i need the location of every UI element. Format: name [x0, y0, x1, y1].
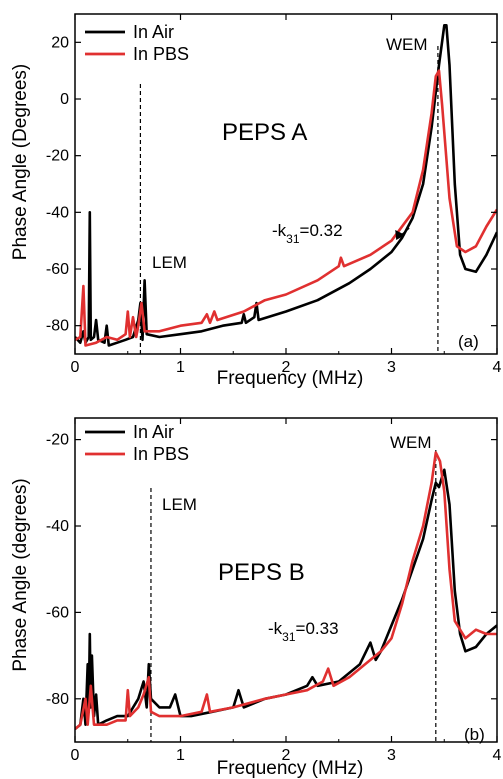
legend-label: In PBS	[133, 44, 189, 64]
y-tick-label: -20	[46, 148, 69, 165]
lem-label: LEM	[162, 495, 197, 514]
series-line-in-air	[75, 24, 497, 347]
y-tick-label: -80	[46, 691, 69, 708]
chart-panel-a: Phase Angle (Degrees) Frequency (MHz) PE…	[10, 13, 502, 389]
x-tick-label: 0	[71, 747, 80, 764]
k31-annotation: -k31=0.33	[268, 619, 339, 644]
plot-frame	[74, 13, 498, 355]
series-line-in-air	[75, 468, 497, 731]
legend-label: In Air	[133, 422, 174, 442]
y-tick-label: 0	[60, 91, 69, 108]
x-tick-label: 4	[493, 747, 502, 764]
k31-arrowhead	[395, 230, 406, 240]
y-axis-label: Phase Angle (Degrees)	[10, 64, 31, 260]
y-axis-label: Phase Angle (degrees)	[10, 478, 31, 671]
chart-title: PEPS B	[218, 559, 305, 586]
k31-annotation: -k31=0.32	[272, 221, 343, 246]
x-tick-label: 0	[71, 359, 80, 376]
x-axis-label: Frequency (MHz)	[217, 368, 364, 389]
x-tick-label: 1	[176, 747, 185, 764]
x-tick-label: 1	[176, 359, 185, 376]
chart-panel-b: Phase Angle (degrees) Frequency (MHz) PE…	[10, 417, 502, 779]
legend-label: In PBS	[133, 444, 189, 464]
panel-tag: (b)	[464, 725, 485, 744]
wem-label: WEM	[390, 433, 432, 452]
x-axis-label: Frequency (MHz)	[217, 758, 364, 779]
wem-label: WEM	[386, 35, 428, 54]
x-tick-label: 4	[493, 359, 502, 376]
y-tick-label: -60	[46, 604, 69, 621]
x-tick-label: 3	[387, 359, 396, 376]
y-tick-label: -80	[46, 318, 69, 335]
lem-label: LEM	[152, 253, 187, 272]
y-tick-label: -20	[46, 432, 69, 449]
y-tick-label: 20	[51, 34, 69, 51]
legend-label: In Air	[133, 22, 174, 42]
x-tick-label: 3	[387, 747, 396, 764]
x-tick-label: 2	[282, 747, 291, 764]
chart-title: PEPS A	[222, 119, 307, 146]
y-tick-label: -40	[46, 518, 69, 535]
panel-tag: (a)	[458, 332, 479, 351]
y-tick-label: -40	[46, 204, 69, 221]
y-tick-label: -60	[46, 261, 69, 278]
series-line-in-pbs	[75, 69, 497, 347]
x-tick-label: 2	[282, 359, 291, 376]
series-line-in-pbs	[75, 451, 497, 731]
